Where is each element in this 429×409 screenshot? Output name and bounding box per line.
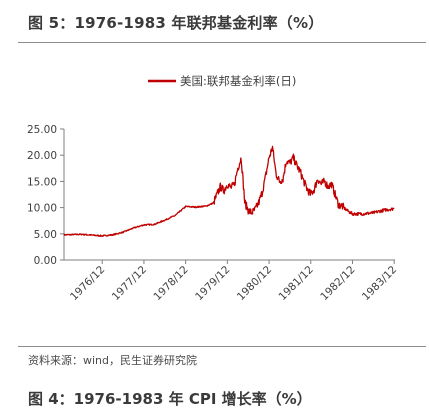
y-tick-label: 20.00 — [27, 150, 57, 162]
y-tick-label: 10.00 — [27, 203, 57, 215]
y-axis: 0.00 5.00 10.00 15.00 20.00 25.00 — [27, 124, 65, 267]
y-tick-label: 15.00 — [27, 176, 57, 188]
x-tick-label: 1981/12 — [277, 264, 316, 303]
y-tick-label: 0.00 — [34, 255, 57, 267]
x-tick-label: 1977/12 — [110, 264, 149, 303]
source-note: 资料来源：wind，民生证券研究院 — [28, 354, 198, 367]
title-divider — [18, 42, 426, 43]
source-divider — [18, 346, 426, 347]
series-line-fed-funds — [63, 145, 395, 237]
x-tick-label: 1978/12 — [151, 264, 190, 303]
x-tick-label: 1980/12 — [235, 264, 274, 303]
plot-area — [63, 145, 395, 237]
chart-legend: 美国:联邦基金利率(日) — [148, 74, 296, 88]
x-tick-label: 1983/12 — [360, 264, 399, 303]
fed-funds-rate-chart: 美国:联邦基金利率(日) 0.00 5.00 10.00 15.00 20.00 25.0… — [27, 74, 399, 303]
legend-label: 美国:联邦基金利率(日) — [180, 74, 296, 88]
figure-title: 图 5：1976-1983 年联邦基金利率（%） — [28, 14, 324, 32]
x-tick-label: 1976/12 — [68, 264, 107, 303]
next-figure-title: 图 4：1976-1983 年 CPI 增长率（%） — [28, 390, 312, 408]
x-tick-label: 1982/12 — [318, 264, 357, 303]
x-tick-label: 1979/12 — [193, 264, 232, 303]
x-axis: 1976/12 1977/12 1978/12 1979/12 1980/12 1981/… — [64, 259, 399, 303]
y-tick-label: 25.00 — [27, 124, 57, 136]
y-tick-label: 5.00 — [34, 229, 57, 241]
